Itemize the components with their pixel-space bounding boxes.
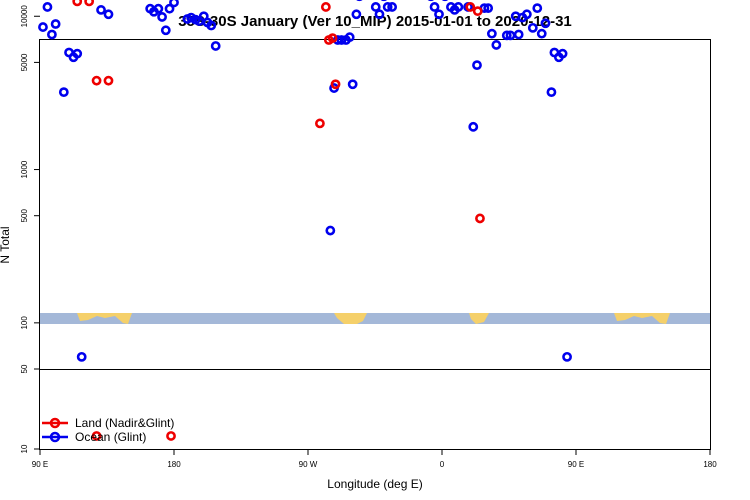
ocean-point [210,41,221,51]
land-point [475,213,485,224]
ocean-point [76,351,87,362]
ocean-point [532,3,543,14]
y-tick-label: 5000 [20,53,29,71]
ocean-point [453,2,464,12]
ocean-point [540,18,551,29]
land-strip-south-america [334,313,367,324]
ocean-point [42,2,53,12]
ocean-point [562,351,572,362]
land-point [91,431,102,441]
y-tick-label: 500 [20,208,29,222]
ocean-point [434,9,444,20]
ocean-point [38,22,48,32]
land-point [166,431,176,441]
land-point [472,6,483,17]
y-tick-label: 100 [20,316,29,330]
ocean-point [491,40,502,50]
land-point [330,79,341,90]
ocean-point [47,29,57,40]
ocean-point [468,121,479,132]
ocean-point [153,3,164,14]
land-point [72,0,83,7]
ocean-point [157,12,167,22]
y-tick-label: 10000 [20,5,29,28]
x-axis: 90 E 180 90 W 0 90 E 180 [32,449,717,469]
land-point [327,33,338,44]
x-tick-label: 0 [440,460,445,469]
ocean-point [370,2,381,12]
ocean-point [501,30,512,41]
legend-land-label: Land (Nadir&Glint) [75,416,174,430]
ocean-point [429,2,440,12]
land-point [315,118,325,129]
y-tick-label: 1000 [20,160,29,178]
legend-ocean-label: Ocean (Glint) [75,430,146,444]
ocean-point [164,3,175,14]
x-tick-label: 90 W [299,460,318,469]
legend-ocean-marker [49,431,61,443]
ocean-point [347,79,358,90]
ocean-point [96,5,106,15]
ocean-point [536,28,547,39]
y-tick-label: 50 [20,364,29,373]
y-tick-label: 10 [20,444,29,453]
x-tick-label: 90 E [568,460,584,469]
ocean-point [50,19,61,29]
ocean-point [103,9,114,20]
x-tick-label: 180 [167,460,181,469]
ocean-point [325,225,336,236]
land-strip-ocean [40,313,710,324]
ocean-point [486,28,497,39]
data-points [38,0,572,441]
x-axis-label: Longitude (deg E) [327,477,422,491]
land-point [465,2,476,12]
ocean-point [546,87,557,98]
x-tick-label: 180 [703,460,717,469]
legend-land-marker [49,417,61,429]
land-strip-australia-repeat [614,313,670,324]
land-point [320,2,331,12]
ocean-point [160,25,171,36]
land-strip-africa [469,313,489,324]
land-strip [40,313,710,324]
ocean-point [344,32,355,43]
ocean-point [374,9,385,20]
land-strip-australia [77,313,132,324]
ocean-point [72,48,83,59]
ocean-point [382,2,393,12]
ocean-point [472,60,482,71]
ocean-point [387,2,398,12]
ocean-point [169,0,179,8]
land-point [84,0,95,7]
ocean-point [336,35,347,45]
ocean-point [483,3,494,14]
ocean-point [58,87,69,98]
legend: Land (Nadir&Glint) Ocean (Glint) [42,416,174,444]
ocean-point [527,22,538,33]
chart-title: 35S-30S January (Ver 10_MIP) 2015-01-01 … [178,13,572,30]
land-point [103,75,114,86]
ocean-point [206,20,217,31]
plot-frame [39,39,711,450]
y-axis-label: N Total [0,226,12,263]
ocean-point [557,48,568,59]
x-tick-label: 90 E [32,460,48,469]
y-axis: 10 50 100 500 1000 5000 10000 [20,5,40,453]
ocean-point [513,29,524,40]
land-point [91,75,102,86]
ocean-point [521,9,532,20]
ocean-point [351,9,362,20]
